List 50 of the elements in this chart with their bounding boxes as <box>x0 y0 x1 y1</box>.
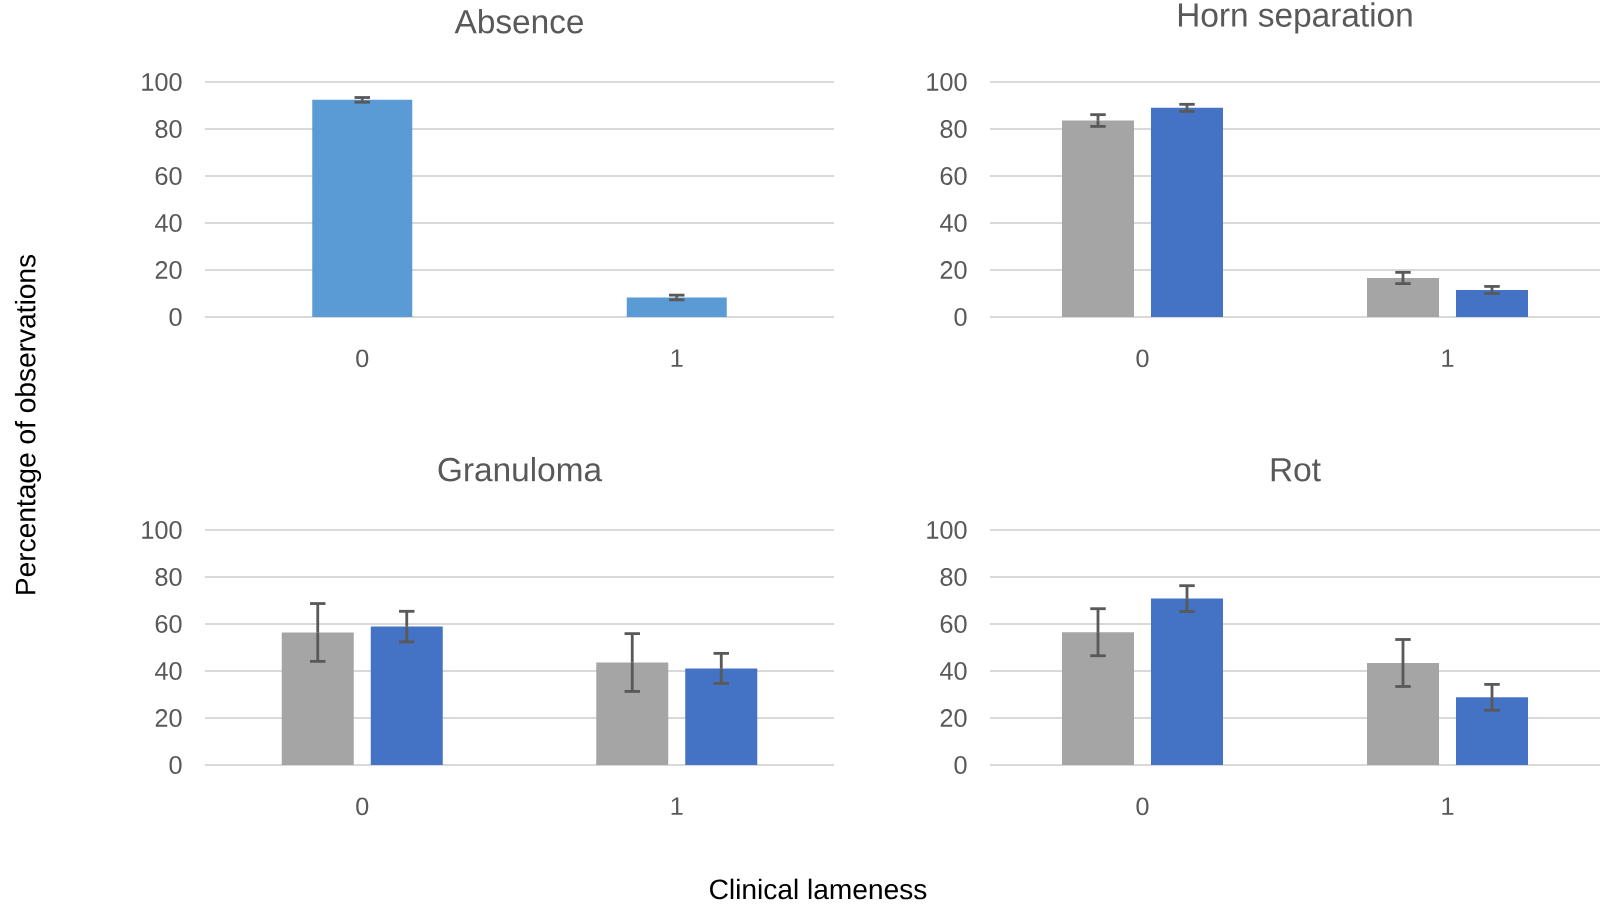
chart-title: Horn separation <box>1178 2 1412 34</box>
y-tick-label: 40 <box>155 214 182 232</box>
y-tick-label: 20 <box>155 261 182 279</box>
bar <box>1367 277 1439 317</box>
y-tick-label: 0 <box>169 756 182 774</box>
y-tick-label: 80 <box>940 120 967 138</box>
y-tick-label: 0 <box>954 308 967 326</box>
x-tick-label: 1 <box>1442 349 1454 367</box>
bar <box>596 662 669 765</box>
bar <box>1062 120 1134 317</box>
y-axis-title: Percentage of observations <box>14 254 42 594</box>
x-tick-label: 0 <box>356 797 369 816</box>
x-axis-title: Clinical lameness <box>710 878 927 900</box>
bar <box>1455 697 1528 765</box>
x-tick-label: 0 <box>1136 797 1149 816</box>
y-tick-label: 100 <box>142 73 182 91</box>
bar <box>1455 289 1528 317</box>
y-tick-label: 100 <box>927 521 967 539</box>
chart-title: Rot <box>1271 458 1321 482</box>
y-tick-label: 60 <box>155 167 182 185</box>
y-tick-label: 20 <box>155 709 182 727</box>
chart-title: Absence <box>454 8 583 34</box>
y-tick-label: 60 <box>155 615 182 633</box>
y-tick-label: 40 <box>940 214 967 232</box>
y-tick-label: 0 <box>169 308 182 326</box>
bar <box>281 632 354 765</box>
bar <box>370 626 443 765</box>
y-tick-label: 80 <box>155 568 182 586</box>
y-tick-label: 80 <box>940 568 967 586</box>
x-tick-label: 1 <box>1442 797 1454 815</box>
y-tick-label: 20 <box>940 709 967 727</box>
bar <box>685 668 758 765</box>
y-tick-label: 40 <box>155 662 182 680</box>
y-tick-label: 20 <box>940 261 967 279</box>
bar <box>1062 632 1134 765</box>
x-tick-label: 0 <box>1136 349 1149 368</box>
y-tick-label: 0 <box>954 756 967 774</box>
y-tick-label: 80 <box>155 120 182 138</box>
chart-title: Granuloma <box>438 456 603 482</box>
bar <box>1150 107 1223 317</box>
bar <box>1367 663 1439 765</box>
y-tick-label: 100 <box>142 521 182 539</box>
x-tick-label: 0 <box>356 349 369 368</box>
y-tick-label: 100 <box>927 73 967 91</box>
y-tick-label: 60 <box>940 167 967 185</box>
bar <box>1150 598 1223 765</box>
y-tick-label: 60 <box>940 615 967 633</box>
y-tick-label: 40 <box>940 662 967 680</box>
x-tick-label: 1 <box>671 797 683 815</box>
x-tick-label: 1 <box>671 349 683 367</box>
